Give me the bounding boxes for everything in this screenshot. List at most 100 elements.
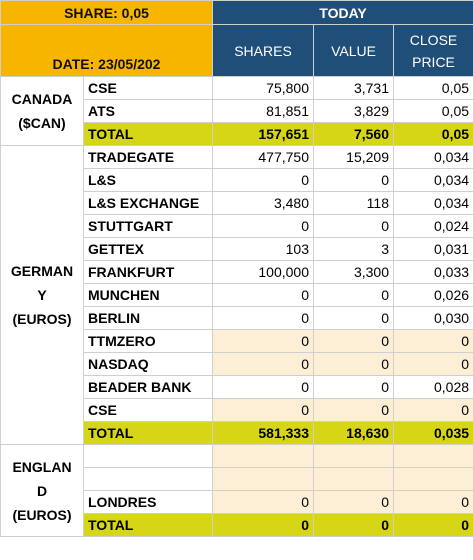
shares-cell bbox=[212, 467, 314, 491]
value-cell: 0 bbox=[313, 329, 394, 353]
exchange-name: L&S bbox=[83, 168, 213, 192]
value-cell: 0 bbox=[313, 352, 394, 376]
value-cell: 118 bbox=[313, 191, 394, 215]
data-row: STUTTGART 0 0 0,024 bbox=[1, 214, 473, 238]
total-row: TOTAL 0 0 0 bbox=[1, 513, 473, 537]
total-label: TOTAL bbox=[83, 513, 213, 537]
shares-cell: 0 bbox=[212, 283, 314, 307]
region-cell: GERMAN Y (EUROS) bbox=[0, 145, 84, 445]
data-row: CANADA ($CAN) CSE 75,800 3,731 0,05 bbox=[0, 76, 473, 146]
data-row: MUNCHEN 0 0 0,026 bbox=[1, 283, 473, 307]
value-cell: 0 bbox=[313, 490, 394, 514]
share-table: SHARE: 0,05 TODAY DATE: 23/05/202 SHARES… bbox=[0, 0, 473, 537]
exchange-name: LONDRES bbox=[83, 490, 213, 514]
share-label: SHARE: 0,05 bbox=[0, 0, 213, 25]
total-shares: 581,333 bbox=[212, 421, 314, 445]
shares-cell: 75,800 bbox=[212, 76, 314, 100]
period-label: TODAY bbox=[211, 0, 473, 25]
value-cell: 3,731 bbox=[313, 76, 394, 100]
data-row bbox=[1, 467, 473, 491]
exchange-name: L&S EXCHANGE bbox=[83, 191, 213, 215]
close-cell bbox=[392, 467, 473, 491]
total-close: 0 bbox=[392, 513, 473, 537]
data-row: BEADER BANK 0 0 0,028 bbox=[1, 375, 473, 399]
data-row: TTMZERO 0 0 0 bbox=[1, 329, 473, 353]
close-cell: 0,030 bbox=[392, 306, 473, 330]
region-label: (EUROS) bbox=[12, 311, 72, 327]
shares-cell: 0 bbox=[212, 168, 314, 192]
region-label: D bbox=[36, 482, 48, 499]
shares-cell: 0 bbox=[212, 329, 314, 353]
total-label: TOTAL bbox=[83, 421, 213, 445]
data-row: BERLIN 0 0 0,030 bbox=[1, 306, 473, 330]
value-cell bbox=[313, 467, 394, 491]
shares-cell: 81,851 bbox=[212, 99, 314, 123]
total-close: 0,05 bbox=[392, 122, 473, 146]
shares-cell: 0 bbox=[212, 375, 314, 399]
exchange-name: CSE bbox=[83, 398, 213, 422]
close-cell: 0 bbox=[392, 490, 473, 514]
close-cell bbox=[392, 444, 473, 468]
total-value: 18,630 bbox=[313, 421, 394, 445]
shares-cell: 3,480 bbox=[212, 191, 314, 215]
exchange-name: BEADER BANK bbox=[83, 375, 213, 399]
value-cell: 3,300 bbox=[313, 260, 394, 284]
region-label: ($CAN) bbox=[18, 115, 66, 131]
exchange-name: ATS bbox=[83, 99, 213, 123]
close-cell: 0,034 bbox=[392, 168, 473, 192]
table-body: SHARE: 0,05 TODAY DATE: 23/05/202 SHARES… bbox=[0, 0, 473, 537]
exchange-name: TTMZERO bbox=[83, 329, 213, 353]
close-cell: 0,05 bbox=[392, 76, 473, 100]
value-cell: 0 bbox=[313, 306, 394, 330]
value-cell: 0 bbox=[313, 375, 394, 399]
data-row: CSE 0 0 0 bbox=[1, 398, 473, 422]
close-cell: 0,034 bbox=[392, 191, 473, 215]
header-row: DATE: 23/05/202 SHARES VALUE CLOSE PRICE bbox=[0, 24, 473, 77]
column-header: SHARES bbox=[212, 24, 314, 77]
exchange-name: MUNCHEN bbox=[83, 283, 213, 307]
value-cell bbox=[313, 444, 394, 468]
region-cell: CANADA ($CAN) bbox=[0, 76, 84, 146]
value-cell: 0 bbox=[313, 168, 394, 192]
region-label: (EUROS) bbox=[12, 506, 72, 523]
exchange-name: GETTEX bbox=[83, 237, 213, 261]
total-close: 0,035 bbox=[392, 421, 473, 445]
exchange-name: TRADEGATE bbox=[83, 145, 213, 169]
close-cell: 0,05 bbox=[392, 99, 473, 123]
value-cell: 3 bbox=[313, 237, 394, 261]
total-shares: 157,651 bbox=[212, 122, 314, 146]
exchange-name bbox=[83, 467, 213, 491]
data-row: L&S 0 0 0,034 bbox=[1, 168, 473, 192]
total-row: TOTAL 581,333 18,630 0,035 bbox=[1, 421, 473, 445]
data-row: ATS 81,851 3,829 0,05 bbox=[1, 99, 473, 123]
data-row: GETTEX 103 3 0,031 bbox=[1, 237, 473, 261]
exchange-name: STUTTGART bbox=[83, 214, 213, 238]
header-row: SHARE: 0,05 TODAY bbox=[0, 0, 473, 25]
data-row: NASDAQ 0 0 0 bbox=[1, 352, 473, 376]
data-row: LONDRES 0 0 0 bbox=[1, 490, 473, 514]
close-cell: 0,031 bbox=[392, 237, 473, 261]
value-cell: 15,209 bbox=[313, 145, 394, 169]
exchange-name: BERLIN bbox=[83, 306, 213, 330]
close-cell: 0,028 bbox=[392, 375, 473, 399]
close-cell: 0,024 bbox=[392, 214, 473, 238]
shares-cell: 0 bbox=[212, 352, 314, 376]
region-label: GERMAN bbox=[10, 263, 74, 279]
data-row: GERMAN Y (EUROS) TRADEGATE 477,750 15,209 0,03… bbox=[0, 145, 473, 445]
total-value: 7,560 bbox=[313, 122, 394, 146]
region-label: CANADA bbox=[11, 91, 73, 107]
column-header: VALUE bbox=[313, 24, 394, 77]
close-cell: 0 bbox=[392, 398, 473, 422]
total-value: 0 bbox=[313, 513, 394, 537]
shares-cell bbox=[212, 444, 314, 468]
shares-cell: 0 bbox=[212, 214, 314, 238]
region-cell: ENGLAN D (EUROS) bbox=[0, 444, 84, 537]
total-shares: 0 bbox=[212, 513, 314, 537]
value-cell: 0 bbox=[313, 283, 394, 307]
close-cell: 0,033 bbox=[392, 260, 473, 284]
total-row: TOTAL 157,651 7,560 0,05 bbox=[1, 122, 473, 146]
shares-cell: 0 bbox=[212, 490, 314, 514]
close-cell: 0,026 bbox=[392, 283, 473, 307]
